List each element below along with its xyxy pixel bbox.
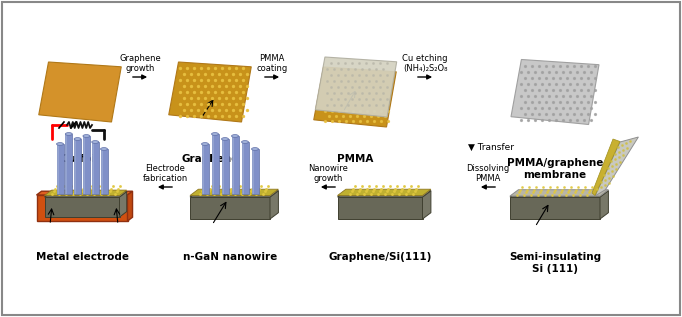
Text: PMMA: PMMA (337, 154, 373, 164)
Polygon shape (338, 191, 431, 197)
Ellipse shape (231, 135, 239, 137)
Polygon shape (338, 189, 431, 196)
Bar (252, 149, 254, 194)
Polygon shape (44, 197, 119, 217)
Text: Semi-insulating
Si (111): Semi-insulating Si (111) (509, 252, 601, 274)
Bar (241, 142, 248, 194)
Polygon shape (44, 191, 127, 197)
Polygon shape (595, 137, 638, 196)
Text: Cu foil: Cu foil (61, 154, 99, 164)
Polygon shape (338, 197, 423, 219)
Polygon shape (190, 197, 270, 219)
Ellipse shape (100, 148, 108, 150)
Polygon shape (592, 139, 620, 196)
Bar (74, 139, 81, 194)
Bar (100, 149, 108, 194)
Text: Dissolving
PMMA: Dissolving PMMA (466, 164, 509, 183)
Bar (91, 142, 94, 194)
Text: Graphene: Graphene (181, 154, 239, 164)
Polygon shape (190, 189, 278, 196)
Text: PMMA/graphene
membrane: PMMA/graphene membrane (507, 158, 603, 180)
Text: Metal electrode: Metal electrode (35, 252, 128, 262)
Polygon shape (168, 62, 251, 122)
Text: Graphene/Si(111): Graphene/Si(111) (328, 252, 432, 262)
Polygon shape (315, 57, 397, 117)
Ellipse shape (91, 141, 99, 143)
Polygon shape (128, 191, 132, 221)
Bar (231, 136, 239, 194)
Polygon shape (37, 191, 132, 195)
Polygon shape (270, 191, 278, 219)
Bar (222, 139, 224, 194)
Bar (231, 136, 234, 194)
Text: Nanowire
growth: Nanowire growth (308, 164, 348, 183)
Text: Graphene
growth: Graphene growth (119, 54, 161, 73)
Ellipse shape (57, 143, 63, 146)
Bar (201, 144, 209, 194)
Text: Cu etching
(NH₄)₂S₂O₈: Cu etching (NH₄)₂S₂O₈ (402, 54, 448, 73)
Text: Electrode
fabrication: Electrode fabrication (143, 164, 188, 183)
Polygon shape (511, 60, 599, 125)
Bar (65, 134, 68, 194)
Ellipse shape (65, 133, 72, 135)
Bar (222, 139, 228, 194)
Bar (201, 144, 204, 194)
Bar (100, 149, 102, 194)
Ellipse shape (201, 143, 209, 146)
Bar (74, 139, 76, 194)
Polygon shape (39, 62, 121, 122)
Ellipse shape (252, 148, 258, 150)
Polygon shape (314, 67, 396, 127)
Bar (57, 144, 63, 194)
Polygon shape (510, 191, 608, 197)
Bar (91, 142, 99, 194)
Ellipse shape (241, 141, 248, 143)
Polygon shape (119, 191, 127, 217)
Ellipse shape (83, 135, 90, 137)
Bar (57, 144, 59, 194)
Text: PMMA
coating: PMMA coating (256, 54, 288, 73)
Polygon shape (510, 197, 600, 219)
Polygon shape (44, 190, 127, 196)
Polygon shape (600, 191, 608, 219)
Bar (241, 142, 243, 194)
Bar (83, 136, 85, 194)
Ellipse shape (222, 138, 228, 140)
Ellipse shape (74, 138, 81, 140)
Bar (37, 195, 128, 221)
Bar (83, 136, 90, 194)
Polygon shape (423, 191, 431, 219)
Text: n-GaN nanowire: n-GaN nanowire (183, 252, 277, 262)
Bar (211, 134, 213, 194)
Bar (211, 134, 218, 194)
Ellipse shape (211, 133, 218, 135)
Polygon shape (190, 191, 278, 197)
Bar (65, 134, 72, 194)
Polygon shape (510, 190, 608, 196)
Text: ▼ Transfer: ▼ Transfer (468, 143, 514, 152)
Bar (252, 149, 258, 194)
